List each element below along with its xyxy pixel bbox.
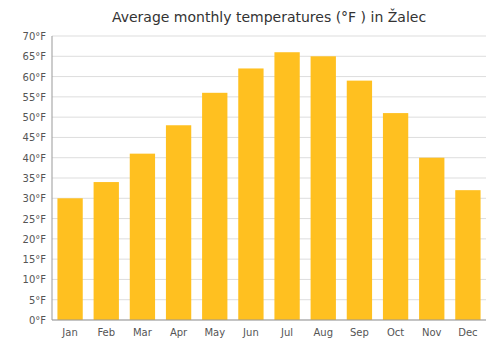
x-tick-label: Jan bbox=[61, 327, 77, 338]
y-tick-label: 20°F bbox=[23, 234, 47, 245]
bar bbox=[311, 56, 336, 320]
bar bbox=[238, 68, 263, 320]
y-tick-label: 15°F bbox=[23, 254, 47, 265]
bars bbox=[57, 52, 480, 320]
bar bbox=[57, 198, 82, 320]
bar bbox=[166, 125, 191, 320]
x-tick-label: Feb bbox=[97, 327, 115, 338]
x-tick-label: Dec bbox=[458, 327, 477, 338]
y-tick-label: 10°F bbox=[23, 274, 47, 285]
title: Average monthly temperatures (°F ) in Ža… bbox=[112, 8, 426, 25]
chart-container: Average monthly temperatures (°F ) in Ža… bbox=[0, 0, 500, 350]
grid-line bbox=[52, 320, 486, 321]
bar bbox=[274, 52, 299, 320]
x-tick-label: Apr bbox=[170, 327, 188, 338]
bar bbox=[383, 113, 408, 320]
y-tick-label: 50°F bbox=[23, 112, 47, 123]
x-tick-label: Sep bbox=[350, 327, 369, 338]
grid-line bbox=[52, 96, 486, 97]
x-tick-label: Mar bbox=[133, 327, 153, 338]
y-tick-label: 35°F bbox=[23, 173, 47, 184]
x-tick-label: Jun bbox=[242, 327, 259, 338]
bar bbox=[202, 93, 227, 320]
chart-svg: Average monthly temperatures (°F ) in Ža… bbox=[0, 0, 500, 350]
y-tick-label: 40°F bbox=[23, 153, 47, 164]
grid-line bbox=[52, 76, 486, 77]
y-tick-label: 5°F bbox=[29, 295, 46, 306]
y-axis-line bbox=[52, 36, 53, 320]
y-tick-label: 0°F bbox=[29, 315, 46, 326]
y-tick-label: 45°F bbox=[23, 132, 47, 143]
x-tick-label: May bbox=[204, 327, 225, 338]
grid-line bbox=[52, 137, 486, 138]
x-tick-label: Oct bbox=[387, 327, 404, 338]
bar bbox=[419, 158, 444, 320]
bar bbox=[130, 154, 155, 320]
grid-line bbox=[52, 117, 486, 118]
bar bbox=[455, 190, 480, 320]
y-tick-label: 25°F bbox=[23, 214, 47, 225]
y-tick-label: 60°F bbox=[23, 72, 47, 83]
bar bbox=[94, 182, 119, 320]
y-tick-label: 65°F bbox=[23, 51, 47, 62]
x-tick-label: Aug bbox=[313, 327, 333, 338]
grid-line bbox=[52, 56, 486, 57]
x-axis-line bbox=[52, 320, 486, 321]
y-tick-label: 70°F bbox=[23, 31, 47, 42]
x-tick-label: Nov bbox=[422, 327, 442, 338]
grid-line bbox=[52, 36, 486, 37]
grid bbox=[52, 36, 486, 320]
bar bbox=[347, 81, 372, 320]
y-tick-label: 30°F bbox=[23, 193, 47, 204]
y-tick-label: 55°F bbox=[23, 92, 47, 103]
x-tick-label: Jul bbox=[280, 327, 293, 338]
